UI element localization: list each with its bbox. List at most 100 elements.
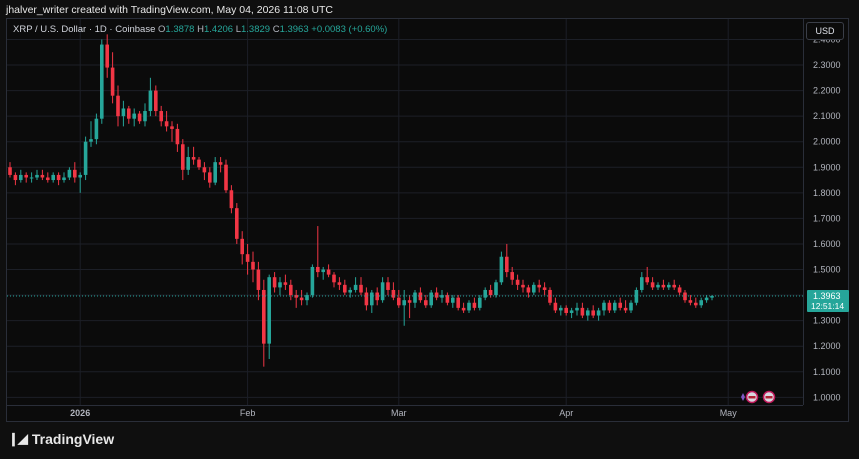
candle-body [289,284,293,296]
candle-body [229,190,234,209]
candle-body [445,295,450,303]
currency-button[interactable]: USD [806,22,844,40]
candle-body [13,174,18,181]
candle-body [494,282,498,296]
candle-body [83,141,88,175]
candle-body [127,108,131,119]
candlestick-chart[interactable]: 2.40002.30002.20002.10002.00001.90001.80… [7,19,850,423]
candle-body [337,282,342,285]
last-price-countdown: 12:51:14 [811,301,844,311]
candle-body [35,174,39,178]
candle-body [305,295,309,301]
x-tick-label: Mar [391,408,407,418]
y-tick-label: 1.9000 [813,162,841,172]
x-tick-label: Apr [559,408,573,418]
candle-body [629,302,633,311]
time-axis-divider [7,405,803,406]
candle-body [667,284,671,288]
candle-body [121,108,126,117]
tradingview-logo[interactable]: ❙◢ TradingView [8,431,114,447]
candle-body [478,297,482,308]
candle-body [586,310,590,316]
flag-stripe-icon [748,396,756,399]
candle-body [704,297,709,301]
candle-body [110,67,115,96]
candle-body [202,167,207,173]
candle-body [359,284,363,293]
candle-body [262,289,266,344]
candle-body [559,307,563,311]
candle-body [24,174,28,178]
candle-body [526,287,531,293]
candle-body [240,238,244,255]
close-value: 1.3963 [279,24,309,35]
candle-body [170,126,174,129]
open-value: 1.3878 [165,24,195,35]
candle-body [94,118,99,140]
candle-body [251,261,255,270]
candle-body [407,300,412,303]
candle-body [564,307,568,313]
candle-body [245,254,250,262]
y-tick-label: 1.6000 [813,239,841,249]
candle-body [418,292,423,301]
candle-body [51,174,55,181]
candle-body [283,282,288,285]
candle-body [429,292,433,306]
y-tick-label: 1.2000 [813,341,841,351]
candle-body [100,44,104,119]
candle-body [461,307,466,311]
candle-body [467,302,471,311]
candle-body [515,279,520,285]
flag-stripe-icon [765,396,773,399]
candle-body [456,297,460,308]
candle-body [235,208,239,239]
candle-body [607,302,612,311]
candle-body [116,95,120,117]
candle-body [343,284,347,293]
candle-body [224,164,228,191]
candle-body [67,169,72,178]
candle-body [40,174,45,178]
y-tick-label: 1.7000 [813,213,841,223]
candle-body [73,169,77,178]
y-tick-label: 1.0000 [813,392,841,402]
candle-body [137,113,142,122]
chart-panel[interactable]: XRP / U.S. Dollar · 1D · Coinbase O1.387… [6,18,849,422]
candle-body [191,157,196,160]
x-tick-label: 2026 [70,408,90,418]
candle-body [208,172,212,183]
candle-body [688,300,693,303]
candle-body [483,289,487,298]
candle-body [472,302,477,308]
candle-body [364,292,369,306]
candle-body [294,295,298,298]
candle-body [353,284,358,290]
candle-body [710,296,714,298]
price-axis-divider [803,19,804,405]
candle-body [694,302,698,306]
candle-body [46,177,50,181]
chart-caption: jhalver_writer created with TradingView.… [6,4,334,16]
candle-body [553,302,558,311]
last-price-tag [807,290,849,313]
candle-body [569,310,574,313]
candle-body [575,307,579,311]
candle-body [175,128,180,145]
candle-body [370,292,374,306]
candle-body [332,274,336,283]
y-tick-label: 2.2000 [813,86,841,96]
candle-body [386,282,390,290]
candle-body [256,269,261,290]
candle-body [29,177,34,179]
candle-body [521,284,525,288]
y-tick-label: 1.8000 [813,188,841,198]
candle-body [645,277,649,283]
candle-body [132,113,136,119]
candle-body [650,282,655,288]
candle-body [397,297,401,306]
candle-body [62,177,66,181]
candle-body [661,284,666,288]
candle-body [656,284,660,288]
y-tick-label: 2.1000 [813,111,841,121]
